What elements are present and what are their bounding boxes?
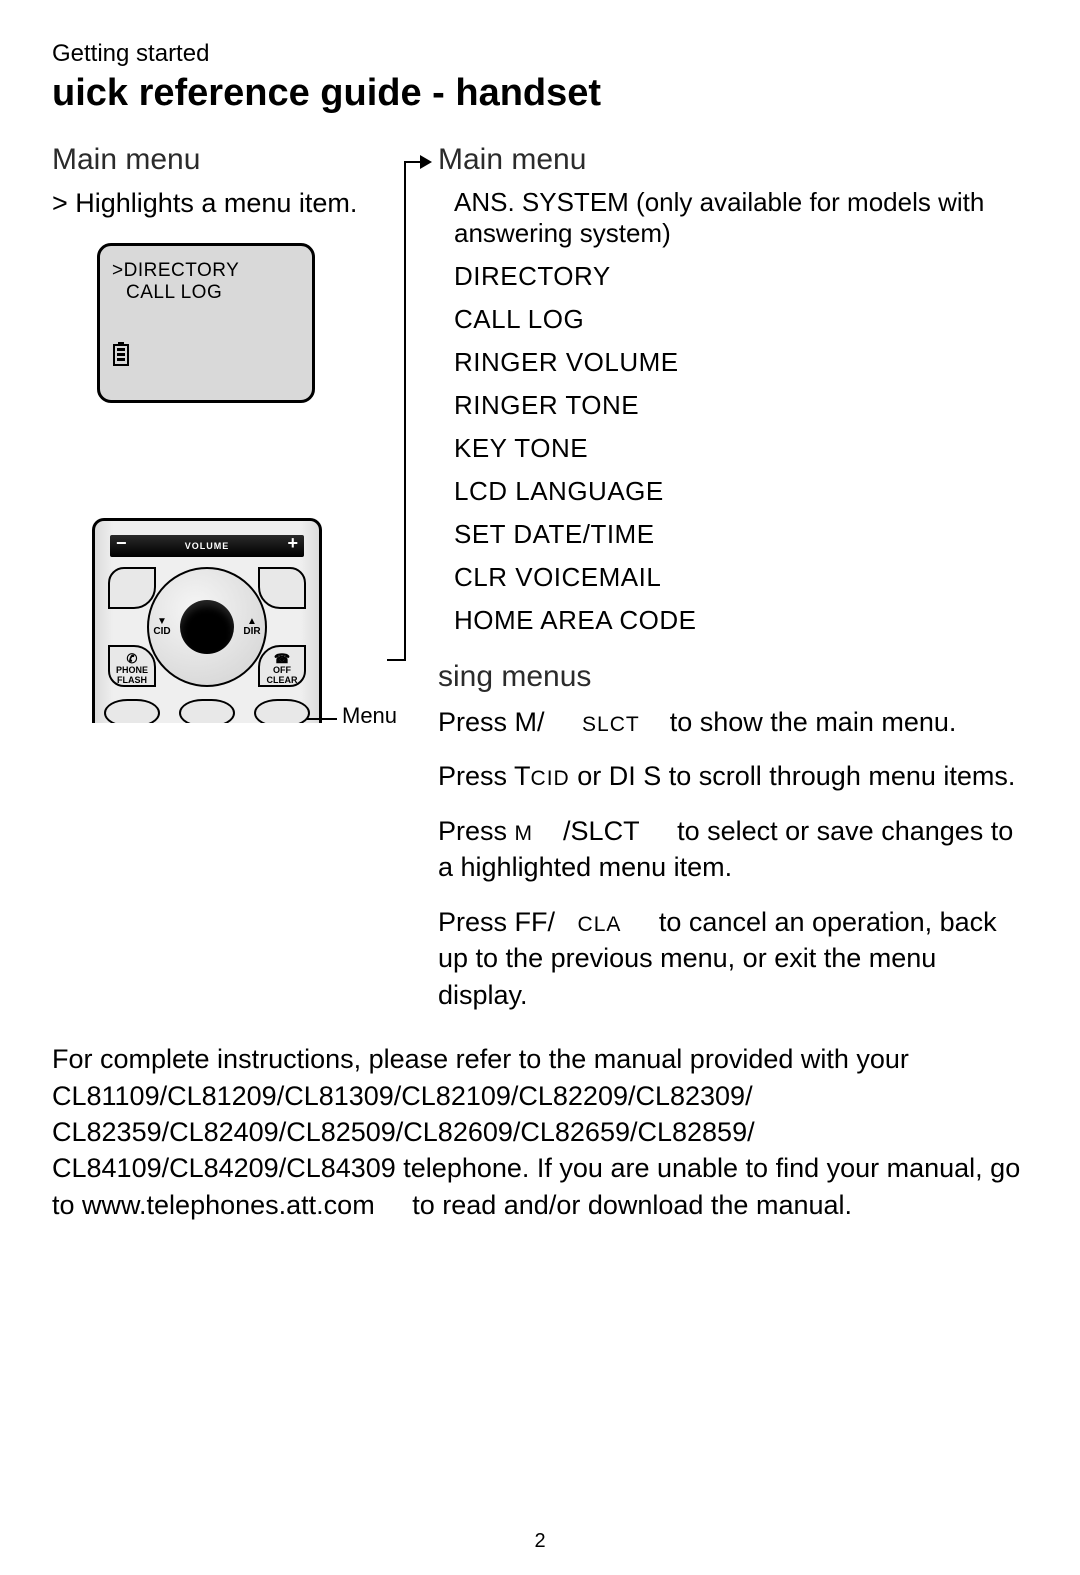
instr-key: SLCT [582, 713, 640, 736]
nav-pad: ▼CID ▲DIR [147, 567, 267, 687]
menu-connector-line [307, 718, 337, 720]
right-heading: Main menu [438, 143, 1017, 177]
instr-text: Press FF/ [438, 907, 555, 937]
menu-item: CALL LOG [454, 304, 1017, 335]
instruction-2: Press TCID or DI S to scroll through men… [438, 758, 1017, 794]
page-title: uick reference guide - handset [52, 72, 1032, 115]
section-overline: Getting started [52, 40, 1032, 68]
instr-key: CLA [578, 913, 622, 936]
instr-key: CID [531, 767, 570, 790]
dir-text: DIR [243, 626, 260, 637]
main-menu-list: ANS. SYSTEM (only available for models w… [454, 187, 1017, 636]
menu-item: RINGER VOLUME [454, 347, 1017, 378]
off-clear-button: ☎ OFFCLEAR [258, 645, 306, 687]
two-columns: Main menu > Highlights a menu item. >DIR… [52, 143, 1032, 1031]
menu-item: KEY TONE [454, 433, 1017, 464]
num-key [104, 699, 160, 723]
using-menus-heading: sing menus [438, 660, 1017, 694]
volume-label: VOLUME [185, 541, 230, 551]
volume-minus-icon: − [116, 533, 127, 554]
menu-connector-label: Menu [342, 703, 397, 729]
instr-text: to show the main menu. [670, 707, 957, 737]
nav-center-button [180, 600, 234, 654]
cid-label: ▼CID [147, 617, 177, 637]
volume-bar: − VOLUME + [110, 535, 304, 557]
instruction-4: Press FF/ CLA to cancel an operation, ba… [438, 904, 1017, 1013]
volume-plus-icon: + [287, 533, 298, 554]
footer-url: www.telephones.att.com [82, 1190, 375, 1220]
keypad-row [95, 699, 319, 723]
menu-item: HOME AREA CODE [454, 605, 1017, 636]
footer-text-b: to read and/or download the manual. [405, 1190, 852, 1220]
page-number: 2 [0, 1530, 1080, 1553]
menu-item: DIRECTORY [454, 261, 1017, 292]
footer-paragraph: For complete instructions, please refer … [52, 1041, 1032, 1223]
instr-text: Press [438, 816, 515, 846]
lcd-line-1: >DIRECTORY [112, 260, 300, 282]
instruction-3: Press M /SLCT to select or save changes … [438, 813, 1017, 886]
menu-item: LCD LANGUAGE [454, 476, 1017, 507]
right-column: Main menu ANS. SYSTEM (only available fo… [417, 143, 1017, 1031]
phone-icon: ✆ [110, 652, 154, 665]
instr-key: /SLCT [563, 816, 640, 846]
dir-label: ▲DIR [237, 617, 267, 637]
num-key [179, 699, 235, 723]
instruction-1: Press M/ SLCT to show the main menu. [438, 704, 1017, 740]
page: Getting started uick reference guide - h… [52, 40, 1032, 1223]
left-column: Main menu > Highlights a menu item. >DIR… [52, 143, 417, 1031]
menu-item: CLR VOICEMAIL [454, 562, 1017, 593]
instr-text: or DI S to scroll through menu items. [577, 761, 1015, 791]
hangup-icon: ☎ [260, 652, 304, 665]
handset-keypad: − VOLUME + ✆ PHONEFLASH ☎ OFFCLEAR ▼CID … [92, 518, 322, 723]
phone-flash-button: ✆ PHONEFLASH [108, 645, 156, 687]
arrow-vert [404, 161, 406, 661]
menu-item: RINGER TONE [454, 390, 1017, 421]
lcd-line-2: CALL LOG [112, 282, 300, 304]
battery-icon [112, 342, 300, 371]
menu-item: SET DATE/TIME [454, 519, 1017, 550]
left-heading: Main menu [52, 143, 417, 177]
highlight-caption: > Highlights a menu item. [52, 187, 417, 221]
menu-item: ANS. SYSTEM (only available for models w… [454, 187, 1017, 249]
nav-up-left-button [108, 567, 156, 609]
instr-text: Press T [438, 761, 531, 791]
lcd-mockup: >DIRECTORY CALL LOG [97, 243, 315, 403]
nav-up-right-button [258, 567, 306, 609]
instr-key: M [515, 822, 534, 845]
num-key [254, 699, 310, 723]
arrow-horiz-bottom [387, 659, 405, 661]
cid-text: CID [153, 626, 170, 637]
arrow-head-icon [420, 155, 432, 169]
instr-text: Press M/ [438, 707, 545, 737]
